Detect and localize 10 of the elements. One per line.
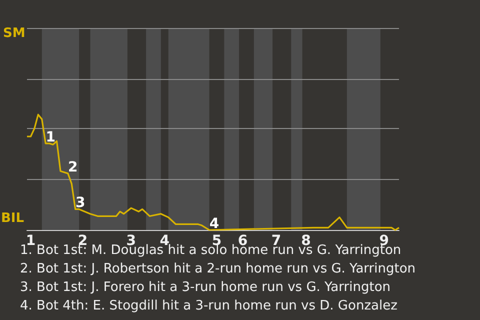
text: 4. Bot 4th: E. Stogdill hit a 3-run home run vs D. Gonzalez [20,298,398,314]
x-tick-label: 1 [26,233,36,249]
annotation: 1 [46,129,56,146]
text: SM [3,26,26,41]
annotation: 2 [68,159,78,176]
text: BIL [1,211,24,226]
annotation: 4 [209,216,220,232]
annotation: 3 [75,195,86,212]
text: 2. Bot 1st: J. Robertson hit a 2-run home run vs G. Yarrington [20,262,416,276]
text: 3. Bot 1st: J. Forero hit a 3-run home run vs G. Yarrington [20,280,391,295]
